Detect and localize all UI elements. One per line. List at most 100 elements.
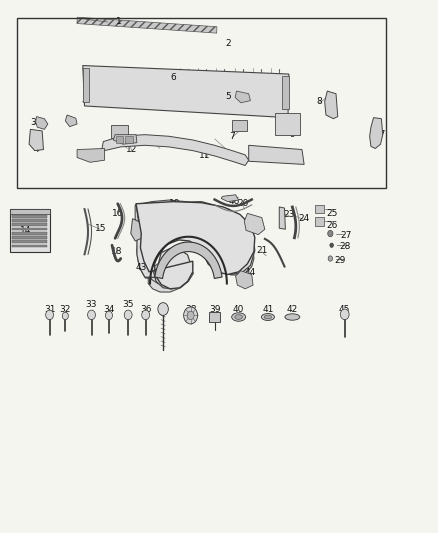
Text: 21: 21 bbox=[256, 246, 268, 255]
Circle shape bbox=[340, 309, 349, 320]
Circle shape bbox=[46, 310, 53, 320]
Ellipse shape bbox=[264, 315, 272, 319]
Polygon shape bbox=[370, 118, 383, 149]
Circle shape bbox=[158, 303, 168, 316]
Text: 25: 25 bbox=[326, 209, 337, 218]
Bar bbox=[12, 228, 47, 230]
Text: 7: 7 bbox=[229, 132, 235, 141]
Text: 22: 22 bbox=[249, 219, 261, 228]
Bar bbox=[12, 219, 47, 222]
Text: 36: 36 bbox=[140, 304, 152, 313]
Text: 20: 20 bbox=[237, 199, 249, 208]
Text: 23: 23 bbox=[283, 210, 294, 219]
Text: 35: 35 bbox=[123, 300, 134, 309]
Text: 4: 4 bbox=[34, 145, 39, 154]
Polygon shape bbox=[221, 195, 239, 201]
Polygon shape bbox=[113, 135, 137, 144]
Text: 10: 10 bbox=[284, 151, 296, 160]
Polygon shape bbox=[135, 200, 254, 292]
Text: 26: 26 bbox=[326, 221, 337, 230]
Text: 44: 44 bbox=[245, 269, 256, 277]
Text: 1: 1 bbox=[116, 18, 121, 27]
Polygon shape bbox=[136, 201, 255, 289]
Text: 17: 17 bbox=[131, 221, 143, 230]
Bar bbox=[116, 136, 124, 143]
Text: 47: 47 bbox=[375, 130, 386, 139]
Polygon shape bbox=[102, 135, 249, 165]
Text: 9: 9 bbox=[290, 130, 295, 139]
Circle shape bbox=[124, 310, 132, 320]
Circle shape bbox=[328, 256, 332, 261]
Text: 6: 6 bbox=[170, 73, 176, 82]
Text: 46: 46 bbox=[229, 197, 240, 206]
Text: 45: 45 bbox=[339, 304, 350, 313]
Bar bbox=[315, 205, 324, 213]
Text: 29: 29 bbox=[335, 256, 346, 264]
Polygon shape bbox=[249, 146, 304, 165]
Circle shape bbox=[142, 310, 150, 320]
Polygon shape bbox=[83, 66, 289, 118]
Text: 40: 40 bbox=[233, 304, 244, 313]
Polygon shape bbox=[279, 207, 286, 229]
Circle shape bbox=[106, 311, 113, 320]
Ellipse shape bbox=[235, 314, 243, 319]
Text: 7: 7 bbox=[124, 140, 130, 149]
Text: 14: 14 bbox=[20, 226, 32, 235]
Circle shape bbox=[330, 243, 333, 247]
Ellipse shape bbox=[232, 313, 246, 321]
Polygon shape bbox=[136, 201, 255, 289]
Bar bbox=[209, 312, 220, 322]
Polygon shape bbox=[77, 149, 105, 163]
Text: 31: 31 bbox=[44, 304, 55, 313]
Text: 16: 16 bbox=[112, 209, 124, 218]
Bar bbox=[12, 245, 47, 247]
Bar bbox=[12, 236, 47, 239]
Circle shape bbox=[328, 230, 333, 237]
Text: 41: 41 bbox=[262, 304, 274, 313]
Text: 15: 15 bbox=[95, 224, 106, 233]
Ellipse shape bbox=[285, 314, 300, 320]
Text: 2: 2 bbox=[225, 39, 230, 48]
Ellipse shape bbox=[261, 313, 275, 320]
Text: 8: 8 bbox=[317, 97, 322, 106]
Text: 39: 39 bbox=[209, 304, 220, 313]
Bar bbox=[283, 76, 289, 109]
Bar bbox=[125, 136, 133, 143]
Text: 3: 3 bbox=[31, 118, 36, 127]
Bar bbox=[11, 209, 49, 252]
Text: 33: 33 bbox=[86, 300, 97, 309]
Bar bbox=[275, 114, 300, 135]
Polygon shape bbox=[236, 271, 253, 289]
Text: 34: 34 bbox=[103, 304, 115, 313]
Polygon shape bbox=[35, 117, 48, 130]
Bar bbox=[12, 223, 47, 226]
Text: 13: 13 bbox=[85, 152, 96, 161]
Bar bbox=[232, 120, 247, 132]
Bar bbox=[12, 240, 47, 243]
Text: 43: 43 bbox=[136, 263, 147, 272]
Text: 5: 5 bbox=[225, 92, 231, 101]
Bar bbox=[11, 209, 49, 214]
Text: 12: 12 bbox=[126, 145, 138, 154]
Polygon shape bbox=[244, 213, 265, 235]
Text: 30: 30 bbox=[191, 244, 202, 253]
Bar bbox=[111, 125, 128, 138]
Polygon shape bbox=[131, 219, 144, 241]
Text: 28: 28 bbox=[339, 242, 350, 251]
Polygon shape bbox=[65, 115, 77, 127]
Circle shape bbox=[62, 312, 68, 320]
Text: 11: 11 bbox=[199, 151, 211, 160]
Polygon shape bbox=[77, 17, 217, 33]
Polygon shape bbox=[29, 130, 43, 151]
Polygon shape bbox=[155, 242, 222, 279]
Bar bbox=[12, 215, 47, 217]
Bar bbox=[315, 217, 324, 225]
Polygon shape bbox=[325, 91, 338, 119]
Text: 27: 27 bbox=[340, 231, 351, 240]
Text: 37: 37 bbox=[157, 304, 169, 313]
Text: 24: 24 bbox=[299, 214, 310, 223]
Circle shape bbox=[88, 310, 95, 320]
Text: 5: 5 bbox=[66, 116, 71, 125]
Text: 32: 32 bbox=[60, 304, 71, 313]
Circle shape bbox=[184, 307, 198, 324]
